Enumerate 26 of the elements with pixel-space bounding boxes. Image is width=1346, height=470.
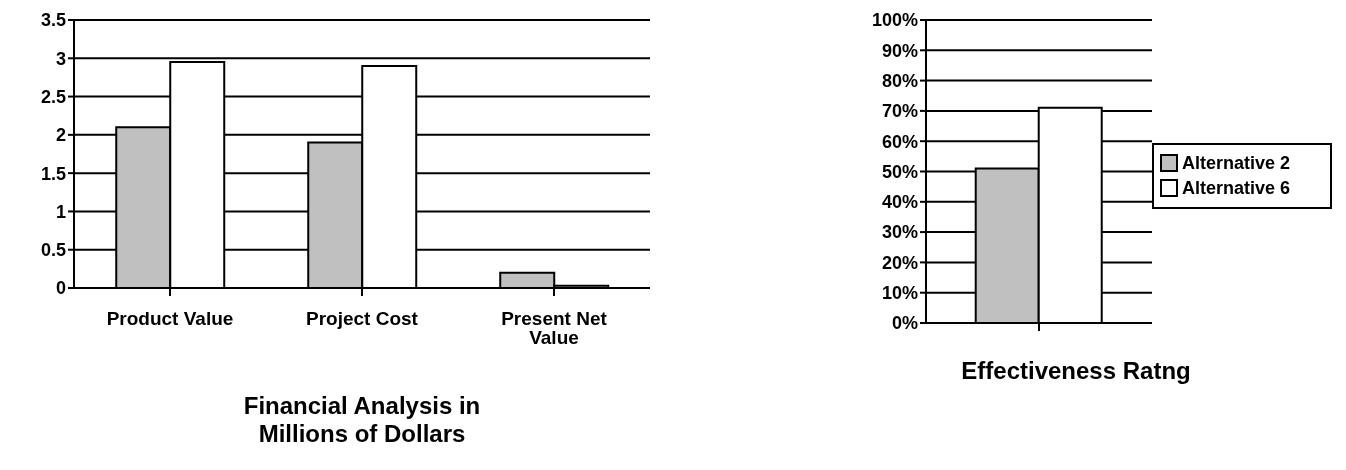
y-tick-label: 2 (55, 125, 66, 146)
y-tick-label: 80% (881, 70, 918, 91)
y-tick-label: 50% (881, 161, 918, 182)
x-tick-label: Project Cost (306, 308, 419, 330)
y-tick-label: 10% (881, 283, 918, 304)
legend-label: Alternative 6 (1182, 177, 1291, 199)
y-tick-label: 70% (881, 101, 918, 122)
y-tick-label: 100% (871, 10, 918, 31)
y-tick-label: 0% (891, 313, 918, 334)
y-tick-label: 20% (881, 252, 918, 273)
y-tick-label: 2.5 (40, 86, 66, 107)
y-tick-label: 30% (881, 222, 918, 243)
legend-label: Alternative 2 (1182, 152, 1291, 174)
y-tick-label: 3 (55, 48, 66, 69)
text: Effectiveness Ratng (960, 357, 1192, 385)
y-tick-label: 0.5 (40, 240, 66, 261)
x-tick-label: Present Net Value (501, 308, 608, 349)
y-tick-label: 3.5 (40, 10, 66, 31)
y-tick-label: 1 (55, 201, 66, 222)
text: Financial Analysis in Millions of Dollars (242, 392, 482, 448)
x-tick-label: Product Value (106, 308, 234, 330)
y-tick-label: 1.5 (40, 163, 66, 184)
y-tick-label: 40% (881, 192, 918, 213)
y-tick-label: 90% (881, 40, 918, 61)
y-tick-label: 0 (55, 278, 66, 299)
y-tick-label: 60% (881, 131, 918, 152)
